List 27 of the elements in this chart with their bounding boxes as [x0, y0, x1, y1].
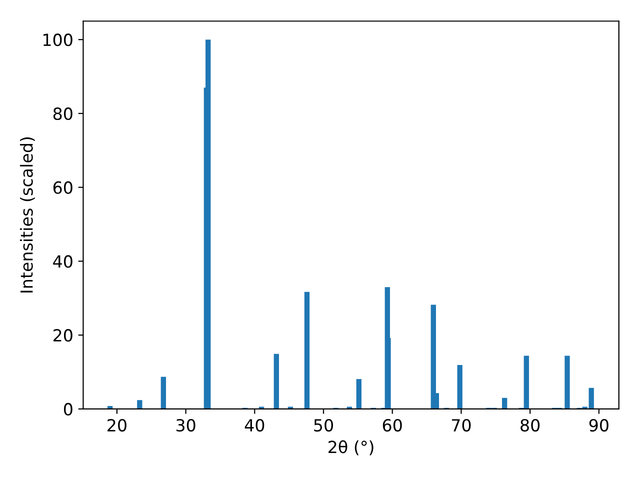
- x-tick-label: 50: [314, 418, 333, 432]
- x-tick-label: 30: [176, 418, 196, 432]
- bar: [564, 356, 570, 409]
- bar: [502, 398, 508, 409]
- x-tick-label: 70: [452, 418, 471, 432]
- x-axis-title: 2θ (°): [328, 440, 374, 456]
- y-tick-label: 0: [64, 402, 72, 416]
- y-axis-title: Intensities (scaled): [20, 137, 35, 292]
- bar: [137, 400, 142, 409]
- y-tick-label: 100: [43, 34, 72, 46]
- bar: [274, 354, 279, 409]
- x-tick-label: 80: [520, 418, 540, 432]
- bar: [206, 40, 211, 409]
- bar: [304, 292, 310, 409]
- x-tick-label: 60: [382, 418, 402, 432]
- y-tick-label: 80: [53, 107, 72, 120]
- y-tick-label: 60: [53, 181, 72, 194]
- bar: [384, 287, 390, 409]
- y-tick-label: 40: [53, 255, 72, 268]
- y-tick-label: 20: [53, 329, 72, 342]
- bar: [356, 379, 362, 409]
- bar: [160, 376, 166, 409]
- bar: [430, 304, 436, 409]
- bar: [457, 365, 462, 409]
- x-tick-label: 40: [244, 418, 264, 432]
- x-tick-label: 90: [589, 418, 608, 432]
- x-tick-label: 20: [108, 418, 126, 432]
